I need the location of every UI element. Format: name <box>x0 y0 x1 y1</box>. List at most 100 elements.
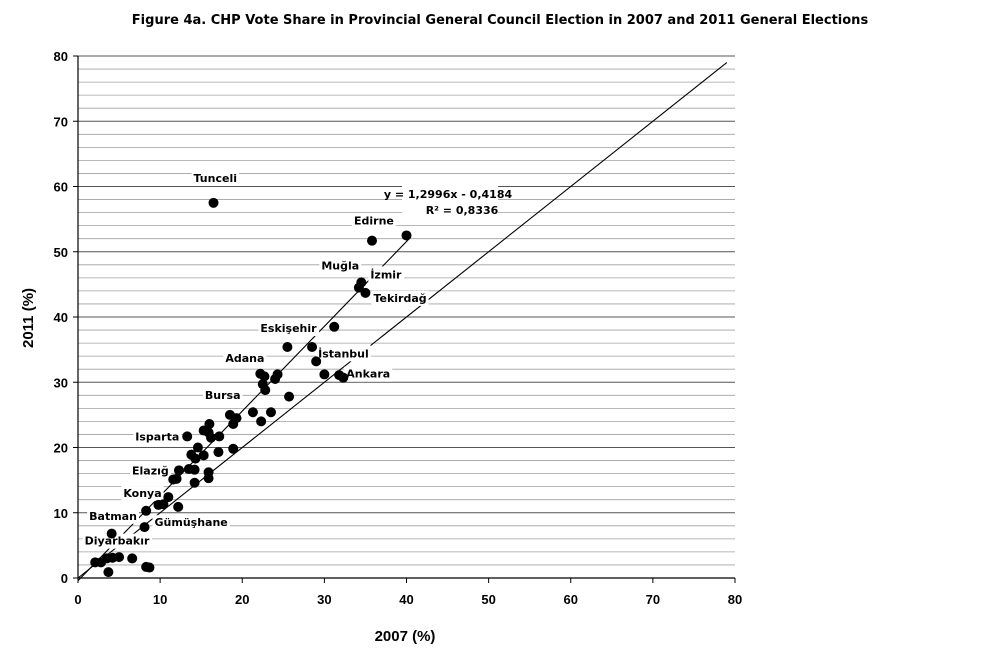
point-label-group: Edirne <box>352 213 396 229</box>
data-point <box>141 505 152 516</box>
point-label-background <box>202 387 243 403</box>
point-label: Isparta <box>135 430 179 443</box>
data-point <box>338 372 349 383</box>
data-point <box>182 431 193 442</box>
point-label: İzmir <box>370 267 402 281</box>
x-tick-label: 50 <box>481 592 495 607</box>
data-point <box>198 450 209 461</box>
chart-title: Figure 4a. CHP Vote Share in Provincial … <box>132 13 869 28</box>
point-label: Edirne <box>354 215 394 228</box>
y-tick-label: 70 <box>54 114 68 129</box>
point-label-background <box>368 266 405 283</box>
data-point <box>282 342 293 353</box>
y-tick-label: 40 <box>54 310 68 325</box>
data-point <box>139 522 150 533</box>
point-label-group: Isparta <box>133 429 182 445</box>
point-label-group: Konya <box>121 486 164 502</box>
point-label-background <box>316 345 371 362</box>
point-label: Tekirdağ <box>373 292 426 305</box>
point-label-group: Eskişehir <box>258 321 320 337</box>
data-point <box>158 499 169 510</box>
point-label-group: Adana <box>223 350 267 366</box>
data-point <box>307 342 318 353</box>
data-point <box>247 407 258 418</box>
data-point <box>401 230 412 241</box>
x-tick-label: 80 <box>728 592 742 607</box>
data-point <box>265 407 276 418</box>
point-label: Gümüşhane <box>155 516 228 529</box>
x-tick-label: 40 <box>399 592 413 607</box>
data-point <box>203 473 214 484</box>
point-label-background <box>352 213 396 229</box>
point-label-group: Elazığ <box>130 463 171 479</box>
y-tick-label: 50 <box>54 245 68 260</box>
data-point <box>213 447 224 458</box>
y-tick-label: 20 <box>54 441 68 456</box>
point-label-background <box>191 170 239 186</box>
data-point <box>260 385 271 396</box>
point-label: Konya <box>123 487 161 500</box>
data-point <box>228 419 239 430</box>
point-label-background <box>82 533 152 549</box>
axes: 0 10 20 30 40 50 60 70 80 0 10 20 30 40 50 60 70 80 <box>54 49 743 607</box>
point-label-group: İstanbul <box>316 345 371 362</box>
point-label: Diyarbakır <box>85 535 150 548</box>
x-tick-label: 10 <box>153 592 167 607</box>
x-tick-label: 0 <box>74 592 81 607</box>
data-point <box>206 432 217 443</box>
data-point <box>103 567 114 578</box>
point-label: İstanbul <box>318 346 369 360</box>
data-point <box>173 501 184 512</box>
point-label-group: Tunceli <box>191 170 239 186</box>
point-label-background <box>87 508 139 524</box>
diagonal-line <box>77 62 728 579</box>
trendline-r2-text: R² = 0,8336 <box>426 204 499 217</box>
point-label: Ankara <box>346 368 390 381</box>
point-label-background <box>258 321 320 337</box>
point-label-background <box>133 429 182 445</box>
data-point <box>214 431 225 442</box>
data-point <box>272 369 283 380</box>
data-point <box>144 562 155 573</box>
point-label-group: Tekirdağ <box>371 290 429 306</box>
point-label-group: Gümüşhane <box>152 515 230 531</box>
y-tick-label: 10 <box>54 506 68 521</box>
data-point <box>228 443 239 454</box>
point-label-background <box>130 463 171 479</box>
data-point <box>189 464 200 475</box>
data-point <box>114 552 125 563</box>
y-tick-label: 0 <box>61 571 68 586</box>
point-label-background <box>121 486 164 502</box>
data-point <box>106 528 117 539</box>
data-point <box>208 197 219 208</box>
point-label-group: İzmir <box>368 266 405 283</box>
equation-background <box>402 185 498 218</box>
grid <box>78 55 735 566</box>
point-label: Tunceli <box>194 172 237 185</box>
point-label-group: Bursa <box>202 387 243 403</box>
x-axis-label: 2007 (%) <box>375 628 436 645</box>
data-point <box>190 453 201 464</box>
point-label-background <box>223 350 267 366</box>
point-label-background <box>319 258 362 274</box>
data-point <box>367 235 378 246</box>
data-point <box>319 369 330 380</box>
y-axis-label: 2011 (%) <box>20 288 37 348</box>
point-label-group: Diyarbakır <box>82 533 152 549</box>
point-label-group: Batman <box>87 508 139 524</box>
data-point <box>311 356 322 367</box>
data-point <box>163 492 174 503</box>
point-label: Eskişehir <box>260 322 317 335</box>
data-point <box>259 371 270 382</box>
x-tick-label: 70 <box>646 592 660 607</box>
trendline-equation-text: y = 1,2996x - 0,4184 <box>384 188 513 201</box>
point-label: Adana <box>225 352 264 365</box>
data-point <box>360 287 371 298</box>
y-tick-label: 60 <box>54 180 68 195</box>
data-point <box>204 419 215 430</box>
point-label-group: Muğla <box>319 258 362 274</box>
data-point <box>189 477 200 488</box>
y-tick-label: 30 <box>54 375 68 390</box>
point-label-background <box>344 366 393 382</box>
data-point <box>192 442 203 453</box>
